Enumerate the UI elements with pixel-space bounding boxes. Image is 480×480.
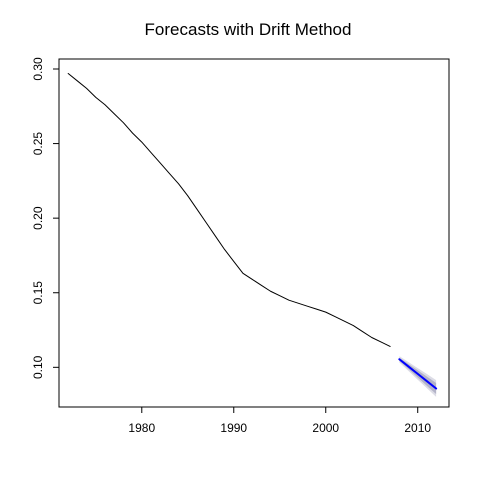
series-lines (67, 72, 438, 390)
plot-frame (58, 58, 450, 408)
x-tick-label: 1980 (128, 421, 155, 435)
y-tick-label: 0.30 (31, 57, 45, 81)
y-tick-label: 0.15 (31, 281, 45, 305)
y-tick-label: 0.20 (31, 206, 45, 230)
x-tick-label: 1990 (220, 421, 247, 435)
y-tick-label: 0.10 (31, 355, 45, 379)
x-axis: 1980 1990 2000 2010 (128, 407, 431, 435)
prediction-intervals (399, 356, 437, 397)
y-axis: 0.10 0.15 0.20 0.25 0.30 (31, 57, 59, 379)
forecast-line (398, 358, 438, 390)
x-tick-label: 2010 (404, 421, 431, 435)
y-tick-label: 0.25 (31, 132, 45, 156)
x-tick-label: 2000 (312, 421, 339, 435)
observed-line (67, 72, 391, 347)
chart-title: Forecasts with Drift Method (145, 20, 352, 39)
